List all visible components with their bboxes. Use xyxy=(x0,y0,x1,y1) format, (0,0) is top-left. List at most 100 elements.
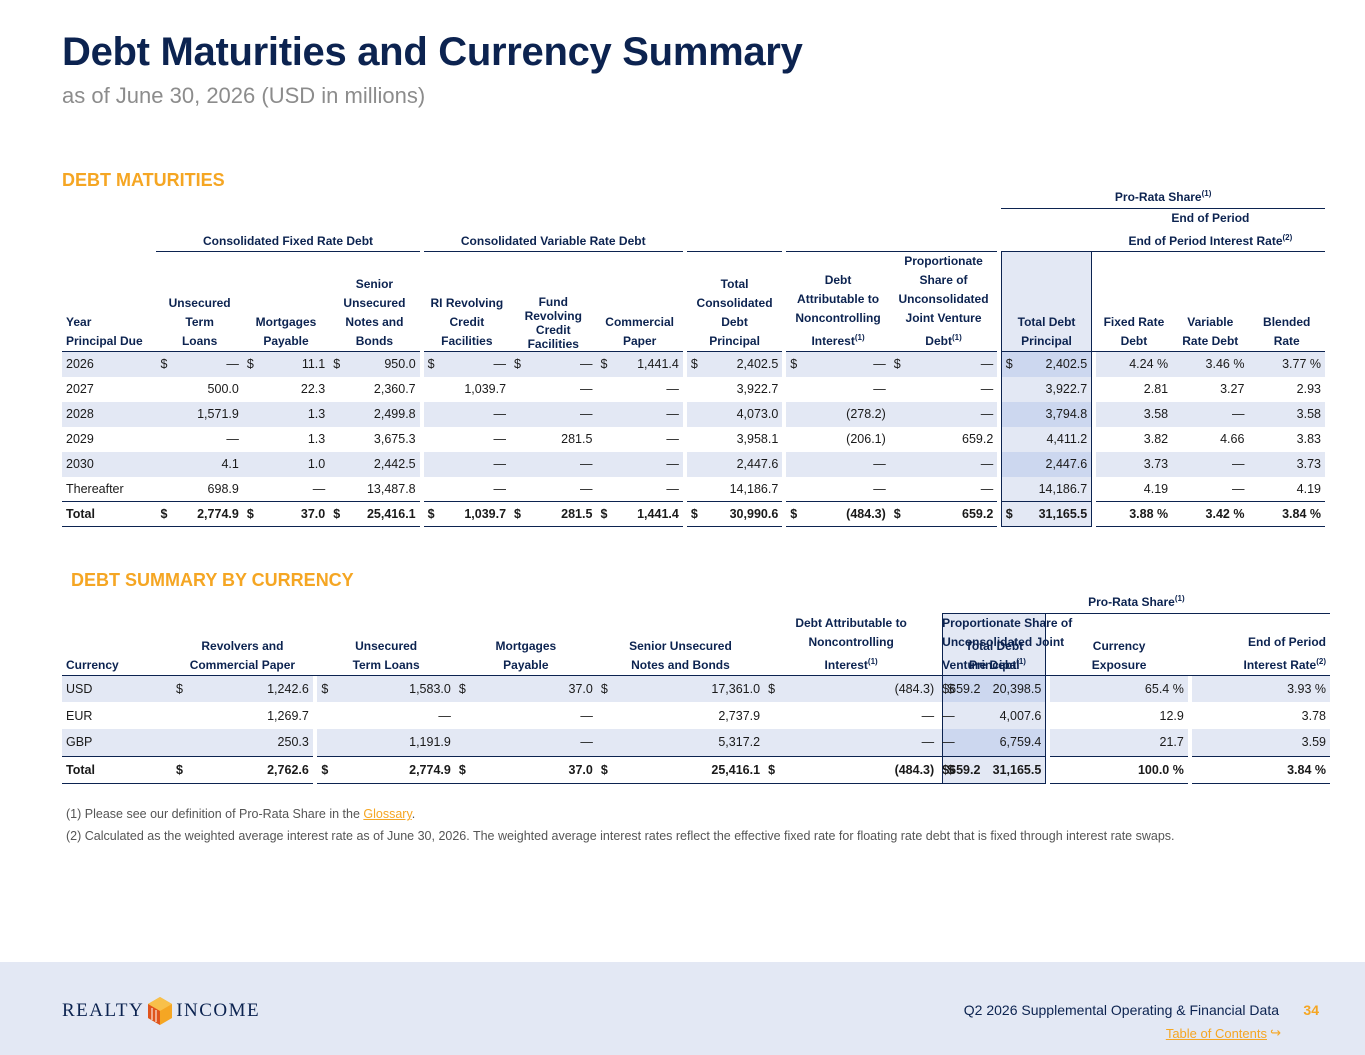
dollar-sign: $ xyxy=(893,507,901,521)
dollar-sign: $ xyxy=(321,681,329,696)
cell-term-loans: $ — xyxy=(156,351,243,377)
group-fixed-rate: Consolidated Fixed Rate Debt xyxy=(156,208,420,252)
cell-value: 2,360.7 xyxy=(373,382,416,396)
cell-rate: 3.93 % xyxy=(1192,675,1330,702)
cell-value: — xyxy=(942,735,955,750)
col-cur-total: Total Debt Principal xyxy=(942,613,1047,676)
dollar-sign: $ xyxy=(790,507,798,521)
cell-mortgages: — xyxy=(454,729,597,756)
cell-value: 3.73 xyxy=(1143,457,1169,471)
cell-value: 25,416.1 xyxy=(366,507,416,521)
cell-value: USD xyxy=(66,681,93,696)
cell-term-loans: 1,191.9 xyxy=(317,729,455,756)
col-year: Year Principal Due xyxy=(62,251,157,352)
cell-value: — xyxy=(226,357,239,372)
page-subtitle: as of June 30, 2026 (USD in millions) xyxy=(62,83,426,108)
total-row: Total $2,774.9 $37.0 $25,416.1 $1,039.7 $281.… xyxy=(62,501,1325,527)
cell-value: 2.93 xyxy=(1296,382,1321,396)
cell-value: 31,165.5 xyxy=(1038,507,1088,521)
cell-value: 4,007.6 xyxy=(999,708,1042,723)
dollar-sign: $ xyxy=(160,507,168,521)
cell-mortgages: $37.0 xyxy=(454,755,597,784)
cell-jv: — xyxy=(938,702,955,729)
cell-value: 1,441.4 xyxy=(637,507,679,521)
cell-value: 3.84 % xyxy=(1282,507,1321,521)
col-total-consolidated: Total Consolidated Debt Principal xyxy=(686,251,783,352)
cell-term-loans: 4.1 xyxy=(156,451,243,477)
cell-rate: 3.84 % xyxy=(1192,755,1330,784)
column-gap xyxy=(1187,702,1193,729)
cell-value: 3.73 xyxy=(1296,457,1321,471)
cell-revolvers: $2,762.6 xyxy=(171,755,313,784)
dollar-sign: $ xyxy=(947,682,954,696)
cell-value: 2,774.9 xyxy=(197,507,239,521)
column-gap xyxy=(312,702,318,729)
cell-cp: $1,441.4 xyxy=(596,501,683,527)
cell-value: 6,759.4 xyxy=(999,735,1042,750)
cell-variable: 3.42 % xyxy=(1172,501,1249,527)
cell-cp: — xyxy=(596,477,682,502)
cell-value: 14,186.7 xyxy=(729,481,779,496)
cell-variable: 3.27 xyxy=(1172,377,1248,402)
cell-revolvers: 250.3 xyxy=(171,729,313,756)
cell-exposure: 100.0 % xyxy=(1050,755,1188,784)
column-gap xyxy=(312,729,318,756)
column-gap xyxy=(997,401,1002,427)
cell-value: 12.9 xyxy=(1159,708,1184,723)
cell-value: 3.78 xyxy=(1301,708,1326,723)
cell-mortgages: $11.1 xyxy=(242,351,330,377)
cell-value: — xyxy=(580,708,593,723)
logo-cube-icon xyxy=(148,997,173,1025)
cell-nci: $ — xyxy=(786,351,890,377)
dollar-sign: $ xyxy=(514,507,521,521)
cell-variable: — xyxy=(1172,477,1248,502)
dollar-sign: $ xyxy=(427,357,435,372)
cell-total-cons: 4,073.0 xyxy=(686,401,783,427)
cell-value: 4.1 xyxy=(221,457,239,471)
dollar-sign: $ xyxy=(175,681,183,696)
cell-total-cons: 3,922.7 xyxy=(687,377,782,402)
col-revolvers-cp: Revolvers and Commercial Paper xyxy=(171,613,313,676)
total-row: Total $2,762.6 $2,774.9 $37.0 $25,416.1 $ (484… xyxy=(62,755,1330,784)
dollar-sign: $ xyxy=(246,357,254,372)
col-nci: Debt Attributable to Noncontrolling Interes… xyxy=(786,251,890,352)
cell-jv: — xyxy=(938,729,955,756)
cell-term-loans: 500.0 xyxy=(156,377,242,402)
column-gap xyxy=(997,351,1002,377)
dollar-sign: $ xyxy=(942,681,950,696)
column-gap xyxy=(782,476,787,502)
cell-value: 3,922.7 xyxy=(1045,382,1088,396)
cell-mortgages: 1.3 xyxy=(242,401,330,427)
cell-year: 2030 xyxy=(62,451,157,477)
glossary-link[interactable]: Glossary xyxy=(363,807,412,821)
cell-ri-revolver: $1,039.7 xyxy=(423,501,511,527)
table-row: Thereafter 698.9 — 13,487.8 — — — 14,186.7 — — 14,… xyxy=(62,476,1325,502)
cell-value: 2,402.5 xyxy=(1045,357,1088,372)
cell-value: — xyxy=(666,382,679,396)
dollar-sign: $ xyxy=(458,762,466,777)
cell-ri-revolver: 1,039.7 xyxy=(424,377,510,402)
cell-total: $20,398.5 xyxy=(942,675,1047,702)
cell-value: 2,499.8 xyxy=(373,407,416,421)
cell-fund-revolver: — xyxy=(510,451,597,477)
dollar-sign: $ xyxy=(600,762,608,777)
cell-value: Thereafter xyxy=(66,481,124,496)
table-of-contents-link[interactable]: Table of Contents xyxy=(1165,1026,1267,1041)
page-number: 34 xyxy=(1303,1002,1319,1018)
cell-value: 2,447.6 xyxy=(1045,457,1088,471)
document-title: Q2 2026 Supplemental Operating & Financi… xyxy=(963,1002,1279,1018)
table-row: 2027 500.0 22.3 2,360.7 1,039.7 — — 3,922.7 — — 3,… xyxy=(62,376,1325,402)
cell-value: — xyxy=(873,382,886,396)
cell-exposure: 65.4 % xyxy=(1050,675,1188,702)
cell-year: 2027 xyxy=(62,377,156,402)
cell-value: 3.77 % xyxy=(1282,357,1321,372)
cell-notes: $17,361.0 xyxy=(596,675,765,702)
cell-mortgages: $37.0 xyxy=(242,501,330,527)
col-commercial-paper: Commercial Paper xyxy=(596,251,683,352)
table-row: EUR 1,269.7 — — 2,737.9 — — 4,007.6 12.9 3.78 xyxy=(62,702,1330,729)
cell-value: 659.2 xyxy=(949,681,981,696)
column-gap xyxy=(782,501,787,527)
cell-jv: — xyxy=(890,477,998,502)
cell-nci: $ (484.3) xyxy=(764,755,939,784)
cell-value: (206.1) xyxy=(846,432,886,446)
